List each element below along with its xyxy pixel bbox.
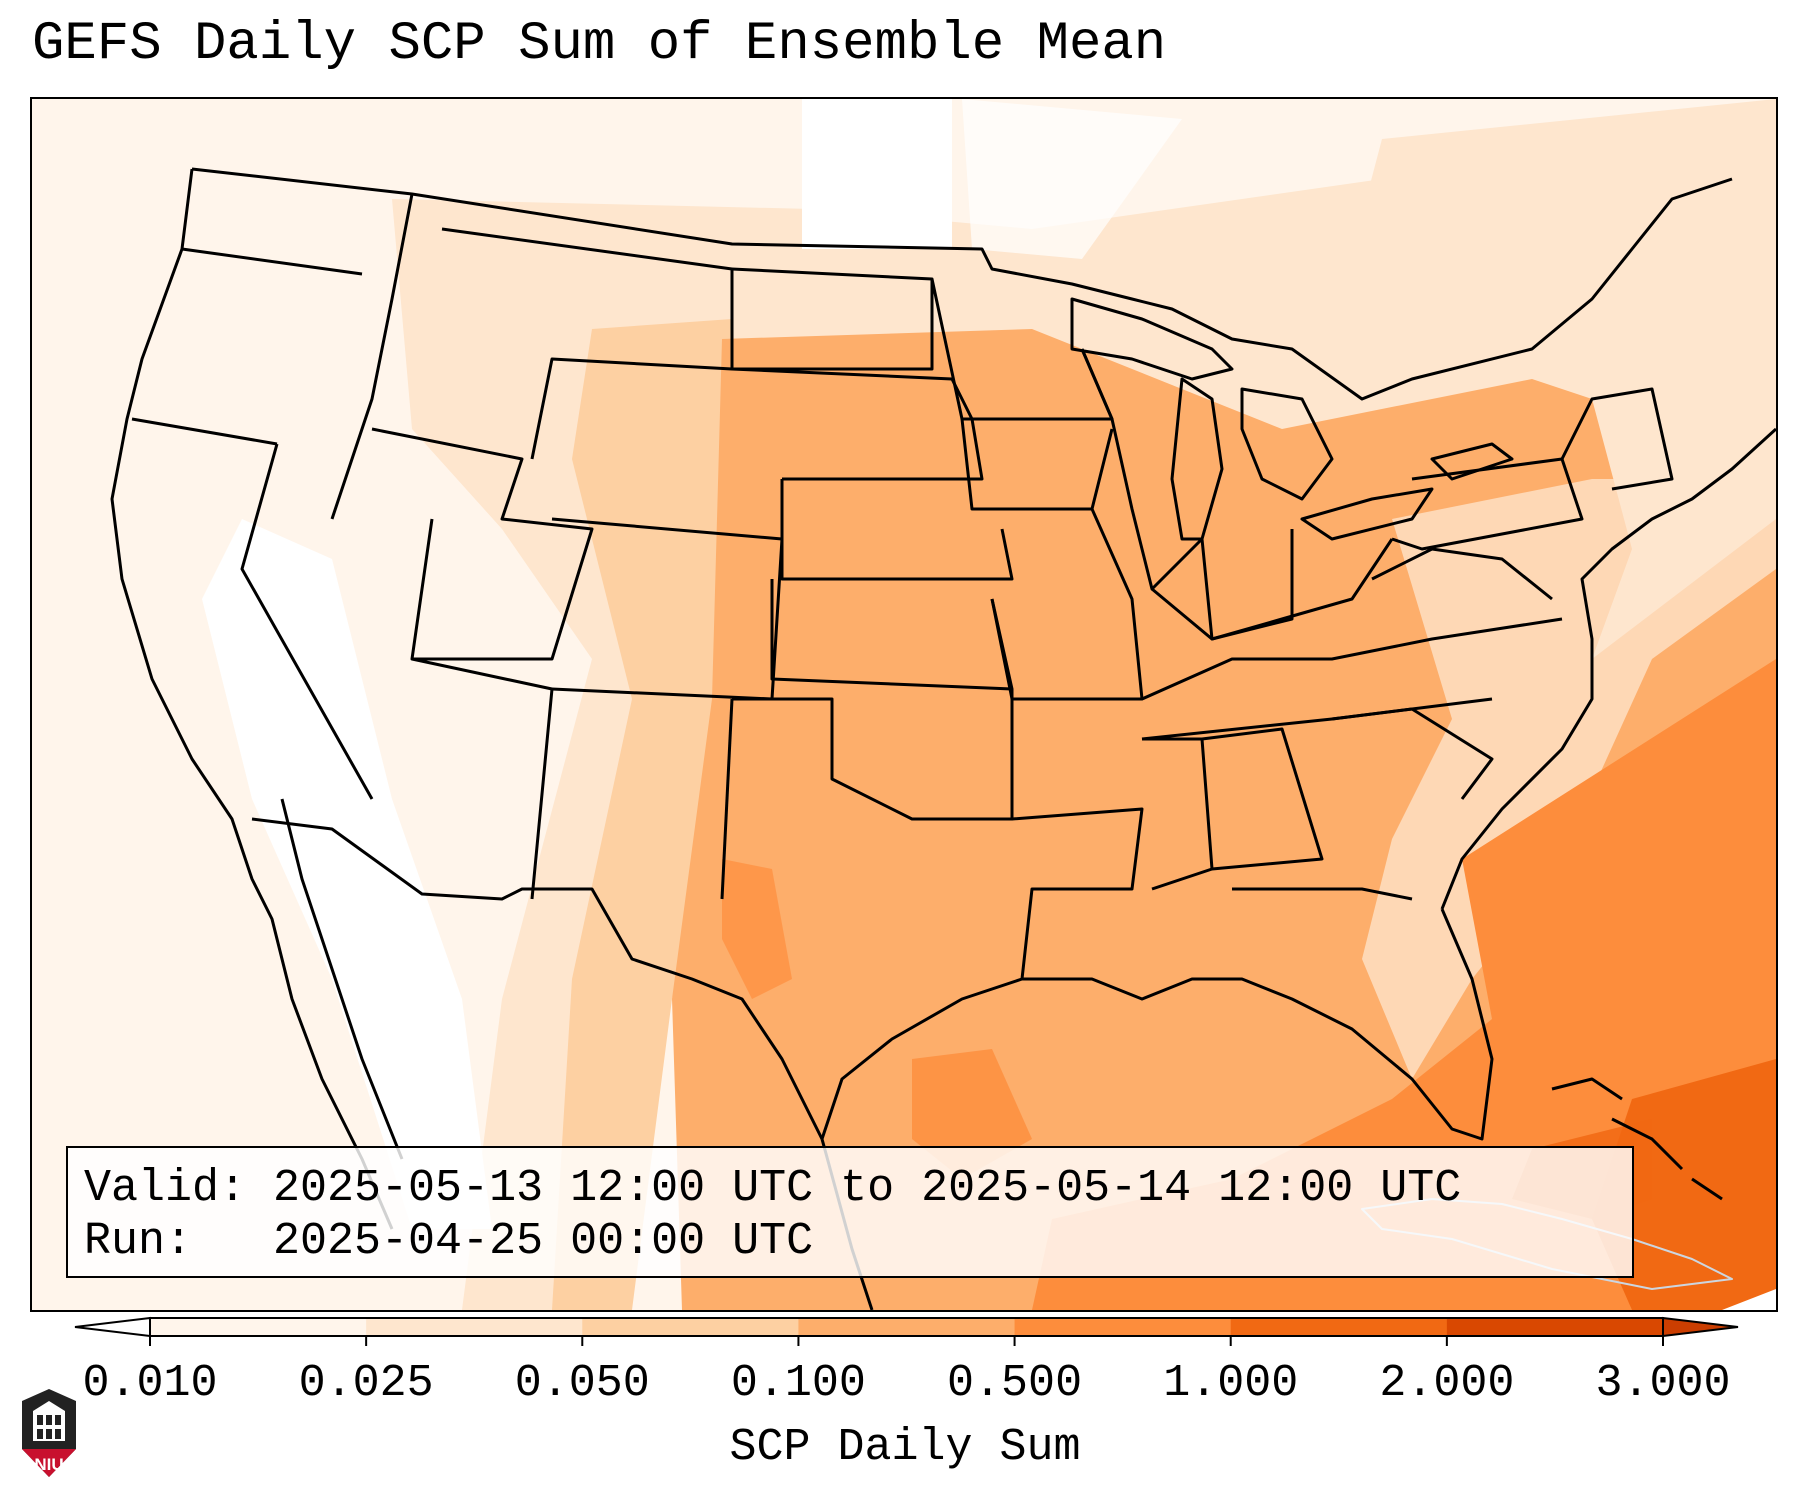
colorbar-extend-low (74, 1316, 151, 1338)
colorbar-segments (150, 1318, 1664, 1336)
colorbar-tick-label: 1.000 (1163, 1358, 1299, 1409)
colorbar (74, 1316, 1739, 1346)
white-patch-montana (802, 99, 952, 249)
white-patch-canada (962, 99, 1182, 259)
colorbar-segment-5 (1230, 1318, 1448, 1336)
niu-logo: NIU (18, 1387, 80, 1479)
colorbar-tick-label: 0.010 (82, 1358, 218, 1409)
niu-logo-text: NIU (34, 1455, 64, 1474)
shade-strip-coast (1362, 479, 1776, 1079)
state-line-nc-sc (1331, 707, 1494, 800)
colorbar-segment-6 (1446, 1318, 1664, 1336)
colorbar-segment-2 (582, 1318, 799, 1336)
state-line-ok-tx (732, 689, 1014, 821)
white-patch-california (202, 519, 492, 1229)
state-line-co-nm (551, 517, 784, 701)
colorbar-extend-high (1662, 1316, 1739, 1338)
state-line-ar-la (1011, 807, 1144, 980)
colorbar-outline (149, 1317, 1664, 1337)
scp-shading (32, 99, 1776, 1310)
bahamas-1 (1551, 1077, 1623, 1101)
us-canada-border (191, 167, 1733, 401)
bahamas-3 (1691, 1177, 1723, 1201)
state-line-ga-fl (1232, 887, 1413, 901)
valid-run-info-box: Valid: 2025-05-13 12:00 UTC to 2025-05-1… (66, 1146, 1634, 1278)
colorbar-segment-3 (798, 1318, 1016, 1336)
atlantic-coast (1440, 427, 1776, 910)
colorbar-ticks (149, 1336, 1664, 1346)
state-line-al-ga (1201, 727, 1324, 871)
domain-edge (1722, 1289, 1776, 1310)
map-canvas (32, 99, 1776, 1310)
pacific-coast (110, 168, 394, 1230)
state-line-new-england (1560, 387, 1674, 491)
map-title: GEFS Daily SCP Sum of Ensemble Mean (32, 14, 1167, 75)
gulf-coast (820, 908, 1494, 1141)
niu-logo-icon (22, 1389, 76, 1477)
colorbar-tick-label: 2.000 (1379, 1358, 1515, 1409)
colorbar-segment-1 (366, 1318, 583, 1336)
state-line-pa-ny (1391, 457, 1584, 551)
state-line-ky-tn (1141, 617, 1563, 701)
colorbar-segment-0 (150, 1318, 367, 1336)
state-line-va-wv (1371, 547, 1553, 601)
shade-level-2b (1332, 99, 1776, 359)
bahamas-2 (1611, 1117, 1684, 1171)
colorbar-tick-label: 0.500 (947, 1358, 1083, 1409)
baja-coast (280, 798, 404, 1160)
lake-erie (1300, 487, 1434, 541)
shade-level-6 (1592, 1059, 1776, 1310)
run-time-text: Run: 2025-04-25 00:00 UTC (84, 1216, 814, 1267)
state-line-ia-mo (960, 418, 1114, 511)
lake-ontario (1430, 442, 1514, 481)
colorbar-tick-label: 0.025 (298, 1358, 434, 1409)
lake-huron (1240, 387, 1334, 501)
state-line-ms-al (1142, 737, 1214, 891)
colorbar-tick-label: 0.050 (514, 1358, 650, 1409)
valid-time-text: Valid: 2025-05-13 12:00 UTC to 2025-05-1… (84, 1163, 1462, 1214)
shade-level-3 (552, 319, 732, 1310)
state-line-ne-ks (780, 479, 1014, 581)
shade-level-5c (722, 859, 792, 999)
colorbar-label: SCP Daily Sum (729, 1422, 1081, 1473)
state-line-ohio-river (1151, 538, 1394, 641)
map-panel (30, 97, 1778, 1312)
colorbar-tick-label: 0.100 (730, 1358, 866, 1409)
colorbar-tick-label: 3.000 (1595, 1358, 1731, 1409)
state-line-nm-tx (720, 698, 734, 900)
state-line-nv (240, 443, 374, 800)
state-line-dakotas (731, 267, 934, 371)
state-line-wi-il (1080, 348, 1204, 591)
state-line-or-ca (131, 417, 278, 446)
state-line-wa-or (181, 247, 363, 276)
colorbar-segment-4 (1014, 1318, 1232, 1336)
us-mexico-border (251, 817, 824, 1140)
state-line-id-west (330, 193, 414, 520)
